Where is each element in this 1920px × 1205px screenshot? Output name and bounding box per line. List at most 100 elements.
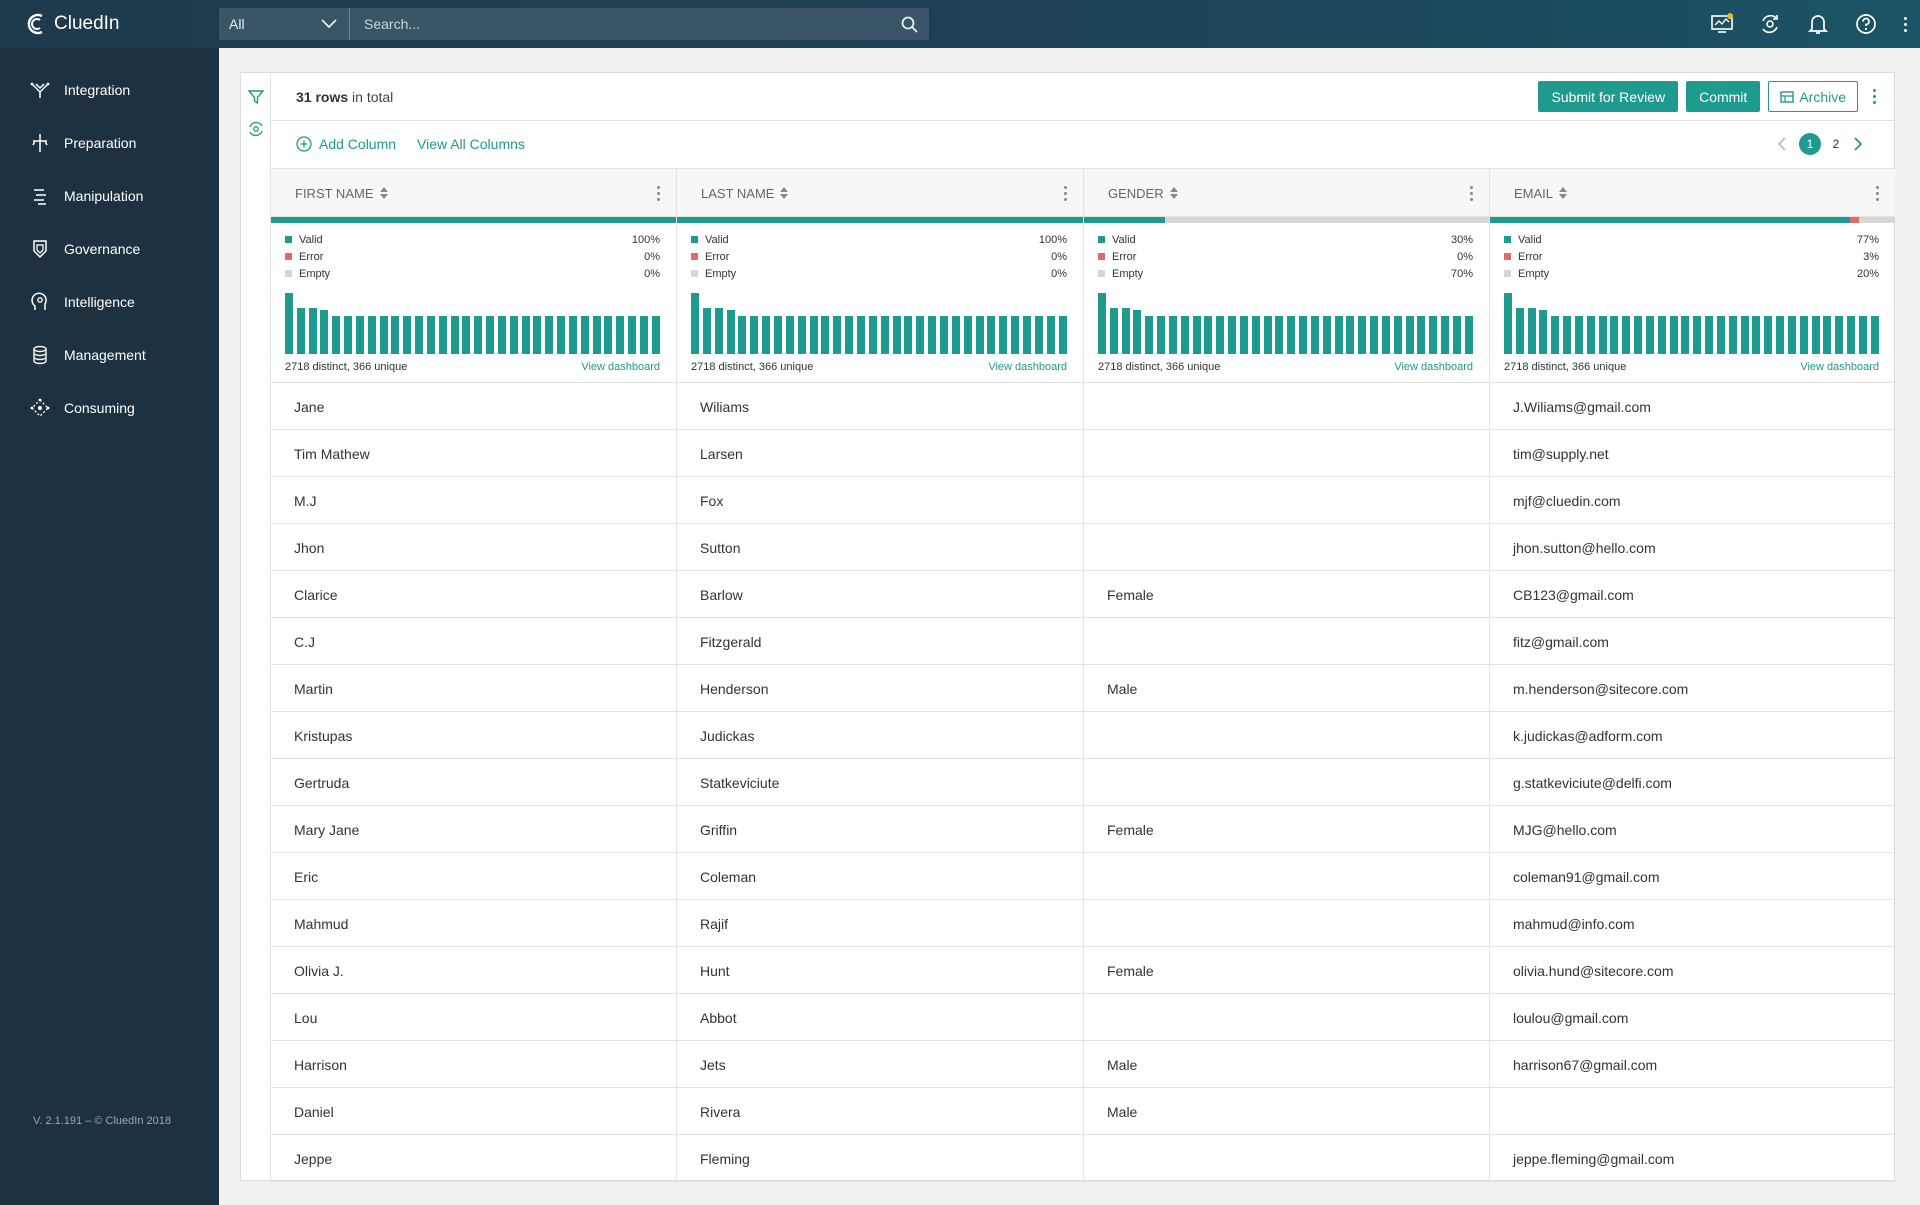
sidebar-item-governance[interactable]: Governance xyxy=(0,222,219,275)
table-cell[interactable] xyxy=(1084,430,1490,477)
table-cell[interactable]: tim@supply.net xyxy=(1513,445,1609,462)
table-cell[interactable]: Harrison xyxy=(271,1041,677,1088)
table-cell[interactable]: Fleming xyxy=(677,1135,1084,1182)
sidebar-item-integration[interactable]: Integration xyxy=(0,63,219,116)
table-row[interactable]: Clarice Barlow Female CB123@gmail.com xyxy=(271,571,1895,618)
table-row[interactable]: Daniel Rivera Male xyxy=(271,1088,1895,1135)
table-cell[interactable]: Female xyxy=(1084,806,1490,853)
table-cell[interactable]: fitz@gmail.com xyxy=(1513,633,1609,650)
column-header-last-name[interactable]: LAST NAME xyxy=(677,169,1084,217)
table-cell[interactable]: Daniel xyxy=(271,1088,677,1135)
table-cell[interactable] xyxy=(1084,759,1490,806)
prev-page-icon[interactable] xyxy=(1771,133,1793,155)
table-cell[interactable]: Male xyxy=(1084,665,1490,712)
column-menu-icon[interactable] xyxy=(1064,184,1067,202)
column-menu-icon[interactable] xyxy=(1470,184,1473,202)
sort-icon[interactable] xyxy=(379,186,388,200)
table-cell[interactable]: Male xyxy=(1084,1088,1490,1135)
search-icon[interactable] xyxy=(889,8,929,40)
table-cell[interactable] xyxy=(1490,1088,1895,1135)
table-cell[interactable]: m.henderson@sitecore.com xyxy=(1513,680,1689,697)
table-cell[interactable]: Male xyxy=(1084,1041,1490,1088)
view-dashboard-link[interactable]: View dashboard xyxy=(1800,361,1879,373)
sort-icon[interactable] xyxy=(1559,186,1568,200)
table-row[interactable]: M.J Fox mjf@cluedin.com xyxy=(271,477,1895,524)
search-scope-dropdown[interactable]: All xyxy=(219,8,350,40)
table-row[interactable]: Mary Jane Griffin Female MJG@hello.com xyxy=(271,806,1895,853)
table-cell[interactable] xyxy=(1084,1135,1490,1182)
table-row[interactable]: Gertruda Statkeviciute g.statkeviciute@del… xyxy=(271,759,1895,806)
table-row[interactable]: C.J Fitzgerald fitz@gmail.com xyxy=(271,618,1895,665)
table-cell[interactable]: Sutton xyxy=(677,524,1084,571)
table-cell[interactable]: Eric xyxy=(271,853,677,900)
table-cell[interactable]: jeppe.fleming@gmail.com xyxy=(1513,1150,1675,1167)
monitor-icon[interactable] xyxy=(1698,0,1746,48)
table-cell[interactable]: Clarice xyxy=(271,571,677,618)
table-cell[interactable]: k.judickas@adform.com xyxy=(1513,727,1663,744)
table-cell[interactable] xyxy=(1084,900,1490,947)
table-row[interactable]: Mahmud Rajif mahmud@info.com xyxy=(271,900,1895,947)
commit-button[interactable]: Commit xyxy=(1686,81,1761,112)
sort-icon[interactable] xyxy=(1169,186,1178,200)
sidebar-item-consuming[interactable]: Consuming xyxy=(0,381,219,434)
table-cell[interactable]: Tim Mathew xyxy=(271,430,677,477)
view-toggle-icon[interactable] xyxy=(241,113,271,145)
column-header-gender[interactable]: GENDER xyxy=(1084,169,1490,217)
table-row[interactable]: Jeppe Fleming jeppe.fleming@gmail.com xyxy=(271,1135,1895,1182)
table-cell[interactable] xyxy=(1084,383,1490,430)
table-cell[interactable]: CB123@gmail.com xyxy=(1513,586,1634,603)
table-cell[interactable]: Female xyxy=(1084,947,1490,994)
table-cell[interactable] xyxy=(1084,618,1490,665)
table-cell[interactable]: Judickas xyxy=(677,712,1084,759)
table-cell[interactable]: Larsen xyxy=(677,430,1084,477)
table-cell[interactable]: coleman91@gmail.com xyxy=(1513,868,1660,885)
table-row[interactable]: Olivia J. Hunt Female olivia.hund@sitecore.… xyxy=(271,947,1895,994)
table-cell[interactable]: Female xyxy=(1084,571,1490,618)
table-cell[interactable]: harrison67@gmail.com xyxy=(1513,1056,1658,1073)
column-header-email[interactable]: EMAIL xyxy=(1490,169,1895,217)
view-dashboard-link[interactable]: View dashboard xyxy=(1394,361,1473,373)
table-cell[interactable]: Kristupas xyxy=(271,712,677,759)
table-cell[interactable]: Lou xyxy=(271,994,677,1041)
table-cell[interactable]: Griffin xyxy=(677,806,1084,853)
table-cell[interactable]: Barlow xyxy=(677,571,1084,618)
table-cell[interactable]: Jhon xyxy=(271,524,677,571)
table-cell[interactable]: mjf@cluedin.com xyxy=(1513,492,1621,509)
table-cell[interactable]: Gertruda xyxy=(271,759,677,806)
table-cell[interactable]: Mary Jane xyxy=(271,806,677,853)
submit-for-review-button[interactable]: Submit for Review xyxy=(1538,81,1679,112)
table-row[interactable]: Harrison Jets Male harrison67@gmail.com xyxy=(271,1041,1895,1088)
help-icon[interactable] xyxy=(1842,0,1890,48)
app-menu-icon[interactable] xyxy=(1890,0,1920,48)
table-cell[interactable] xyxy=(1084,712,1490,759)
table-cell[interactable]: Mahmud xyxy=(271,900,677,947)
sidebar-item-manipulation[interactable]: Manipulation xyxy=(0,169,219,222)
table-cell[interactable]: M.J xyxy=(271,477,677,524)
table-cell[interactable] xyxy=(1084,524,1490,571)
table-cell[interactable] xyxy=(1084,994,1490,1041)
table-cell[interactable]: Wiliams xyxy=(677,383,1084,430)
table-cell[interactable]: olivia.hund@sitecore.com xyxy=(1513,962,1674,979)
table-cell[interactable]: Fitzgerald xyxy=(677,618,1084,665)
table-cell[interactable] xyxy=(1084,477,1490,524)
bell-icon[interactable] xyxy=(1794,0,1842,48)
view-all-columns-link[interactable]: View All Columns xyxy=(417,136,525,152)
page-2-button[interactable]: 2 xyxy=(1832,137,1840,151)
table-row[interactable]: Kristupas Judickas k.judickas@adform.com xyxy=(271,712,1895,759)
table-cell[interactable]: Hunt xyxy=(677,947,1084,994)
sidebar-item-intelligence[interactable]: Intelligence xyxy=(0,275,219,328)
column-menu-icon[interactable] xyxy=(657,184,660,202)
table-cell[interactable]: g.statkeviciute@delfi.com xyxy=(1513,774,1672,791)
table-cell[interactable]: J.Wiliams@gmail.com xyxy=(1513,398,1651,415)
view-dashboard-link[interactable]: View dashboard xyxy=(988,361,1067,373)
view-dashboard-link[interactable]: View dashboard xyxy=(581,361,660,373)
table-cell[interactable]: Coleman xyxy=(677,853,1084,900)
table-cell[interactable]: Rivera xyxy=(677,1088,1084,1135)
table-cell[interactable]: mahmud@info.com xyxy=(1513,915,1635,932)
table-row[interactable]: Jhon Sutton jhon.sutton@hello.com xyxy=(271,524,1895,571)
table-cell[interactable]: Jets xyxy=(677,1041,1084,1088)
next-page-icon[interactable] xyxy=(1847,133,1869,155)
search-input[interactable] xyxy=(350,8,889,40)
sync-icon[interactable] xyxy=(1746,0,1794,48)
table-cell[interactable]: jhon.sutton@hello.com xyxy=(1513,539,1656,556)
